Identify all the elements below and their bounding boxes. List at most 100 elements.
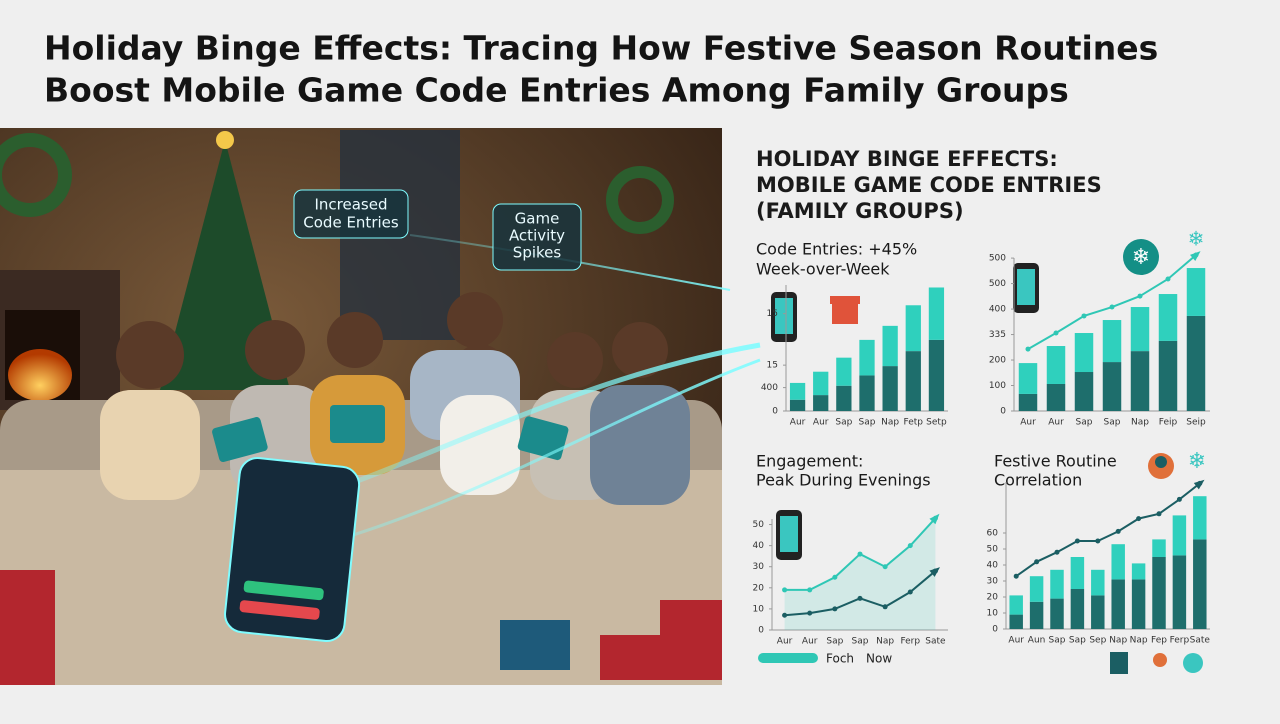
point (782, 587, 788, 593)
x-tick-label: Aur (1048, 418, 1064, 428)
bar-segment (1130, 351, 1150, 411)
point (1137, 293, 1143, 299)
bar-segment (1018, 393, 1038, 411)
bar-segment (1029, 576, 1044, 602)
y-tick-label: 400 (989, 305, 1006, 315)
point (1095, 538, 1101, 544)
x-tick-label: Seip (1186, 418, 1206, 428)
y-tick-label: 500 (989, 254, 1006, 264)
y-tick-label: 40 (753, 541, 765, 551)
illustration: Increased Code Entries Game Activity Spi… (0, 128, 761, 685)
x-tick-label: Sep (1089, 636, 1106, 646)
line (1015, 482, 1201, 578)
bar-segment (1158, 340, 1178, 411)
x-tick-label: Aur (777, 637, 793, 647)
x-tick-label: Nap (876, 637, 894, 647)
bar-segment (882, 325, 898, 367)
point (857, 551, 863, 557)
bar-segment (905, 305, 921, 352)
bar-segment (836, 357, 852, 386)
x-tick-label: Nap (1131, 418, 1149, 428)
x-tick-label: Sap (1104, 418, 1121, 428)
bar-segment (859, 339, 875, 376)
point (832, 606, 838, 612)
arrow-head (929, 513, 940, 525)
y-tick-label: 100 (989, 381, 1006, 391)
panel-title: HOLIDAY BINGE EFFECTS: (756, 147, 1058, 171)
y-tick-label: 20 (753, 583, 765, 593)
bar-segment (1009, 595, 1023, 615)
legend-label: Now (866, 652, 892, 666)
x-tick-label: Sap (1076, 418, 1093, 428)
callout-text: Game (515, 210, 560, 228)
bar-segment (1152, 557, 1166, 629)
bar-segment (1172, 555, 1187, 629)
x-tick-label: Fetp (904, 418, 924, 428)
chart-subtitle: Correlation (994, 471, 1082, 490)
point (1176, 496, 1182, 502)
point (1081, 313, 1087, 319)
point (782, 612, 788, 618)
bar-segment (1102, 362, 1122, 411)
title-line: Boost Mobile Game Code Entries Among Fam… (44, 71, 1069, 110)
y-tick-label: 15 (767, 309, 778, 319)
y-tick-label: 50 (987, 545, 999, 555)
arrow-head (1190, 251, 1201, 261)
x-tick-label: Sap (835, 418, 852, 428)
legend-label: Foch (826, 652, 854, 666)
callout-text: Code Entries (303, 214, 399, 232)
point (1109, 304, 1115, 310)
bar-segment (789, 399, 806, 411)
panel-title: (FAMILY GROUPS) (756, 199, 964, 223)
bar-segment (859, 375, 875, 411)
y-tick-label: 400 (761, 383, 778, 393)
callout-text: Activity (509, 227, 565, 245)
bar-segment (1009, 614, 1023, 629)
x-tick-label: Nap (1130, 636, 1148, 646)
x-tick-label: Setp (926, 418, 947, 428)
x-tick-label: Ferp (900, 637, 920, 647)
chart-subtitle: Peak During Evenings (756, 471, 931, 490)
bar-segment (905, 351, 921, 411)
callout-text: Increased (314, 196, 387, 214)
chart-title: Engagement: (756, 452, 863, 471)
x-tick-label: Nap (1109, 636, 1127, 646)
bar-segment (928, 287, 945, 340)
bar-segment (1111, 544, 1125, 580)
bar-segment (1074, 333, 1094, 373)
x-tick-label: Sap (1069, 636, 1086, 646)
bar-segment (836, 385, 852, 411)
y-tick-label: 0 (992, 625, 998, 635)
point (882, 604, 888, 610)
bar-segment (1152, 539, 1166, 557)
y-tick-label: 500 (989, 279, 1006, 289)
bar-segment (1046, 346, 1066, 384)
bar-segment (1131, 563, 1146, 580)
x-tick-label: Sap (826, 637, 843, 647)
bar-segment (1091, 595, 1105, 629)
x-tick-label: Aur (790, 418, 806, 428)
bar-segment (1193, 539, 1207, 629)
bar-segment (1070, 557, 1085, 589)
point (807, 587, 813, 593)
title-line: Holiday Binge Effects: Tracing How Festi… (44, 29, 1158, 68)
arrow-head (929, 567, 941, 577)
bar-segment (1091, 569, 1105, 596)
y-tick-label: 40 (987, 561, 999, 571)
bar-segment (813, 371, 829, 396)
chart-title: Code Entries: +45% (756, 240, 917, 259)
point (1115, 528, 1121, 534)
x-tick-label: Sate (1190, 636, 1211, 646)
y-tick-label: 335 (989, 330, 1006, 340)
y-tick-label: 30 (987, 577, 999, 587)
x-tick-label: Sap (859, 418, 876, 428)
x-tick-label: Ferp (1170, 636, 1190, 646)
y-tick-label: 200 (989, 356, 1006, 366)
bar-segment (1050, 598, 1064, 629)
bar-segment (1111, 579, 1125, 629)
point (832, 574, 838, 580)
bar-segment (1158, 294, 1178, 341)
bar-segment (1070, 589, 1085, 629)
svg-text:❄: ❄ (1188, 227, 1205, 251)
